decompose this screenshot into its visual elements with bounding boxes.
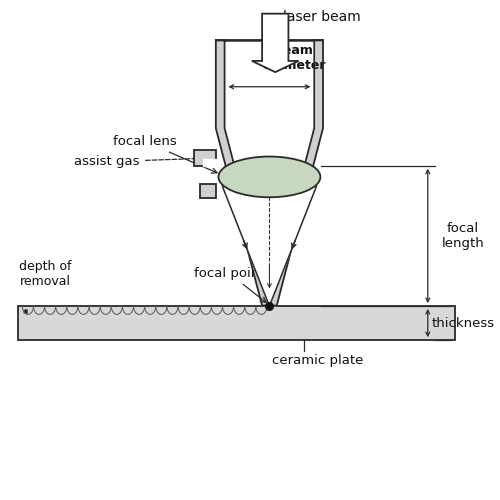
- Text: thickness: thickness: [432, 316, 494, 330]
- Polygon shape: [252, 14, 298, 72]
- Polygon shape: [224, 128, 314, 306]
- Text: focal point: focal point: [194, 267, 266, 302]
- Bar: [200, 184, 216, 198]
- Polygon shape: [216, 40, 323, 306]
- Polygon shape: [224, 40, 314, 128]
- Bar: [18, 306, 454, 340]
- Text: assist gas: assist gas: [74, 155, 212, 168]
- Ellipse shape: [218, 156, 320, 198]
- Text: laser beam: laser beam: [282, 10, 360, 24]
- Text: focal
length: focal length: [442, 222, 484, 250]
- Polygon shape: [202, 159, 216, 166]
- Polygon shape: [222, 186, 316, 306]
- Text: beam
diameter: beam diameter: [262, 44, 326, 72]
- Bar: [194, 150, 216, 166]
- Text: focal lens: focal lens: [114, 135, 217, 173]
- Text: ceramic plate: ceramic plate: [272, 354, 364, 367]
- Text: depth of
removal: depth of removal: [20, 260, 72, 287]
